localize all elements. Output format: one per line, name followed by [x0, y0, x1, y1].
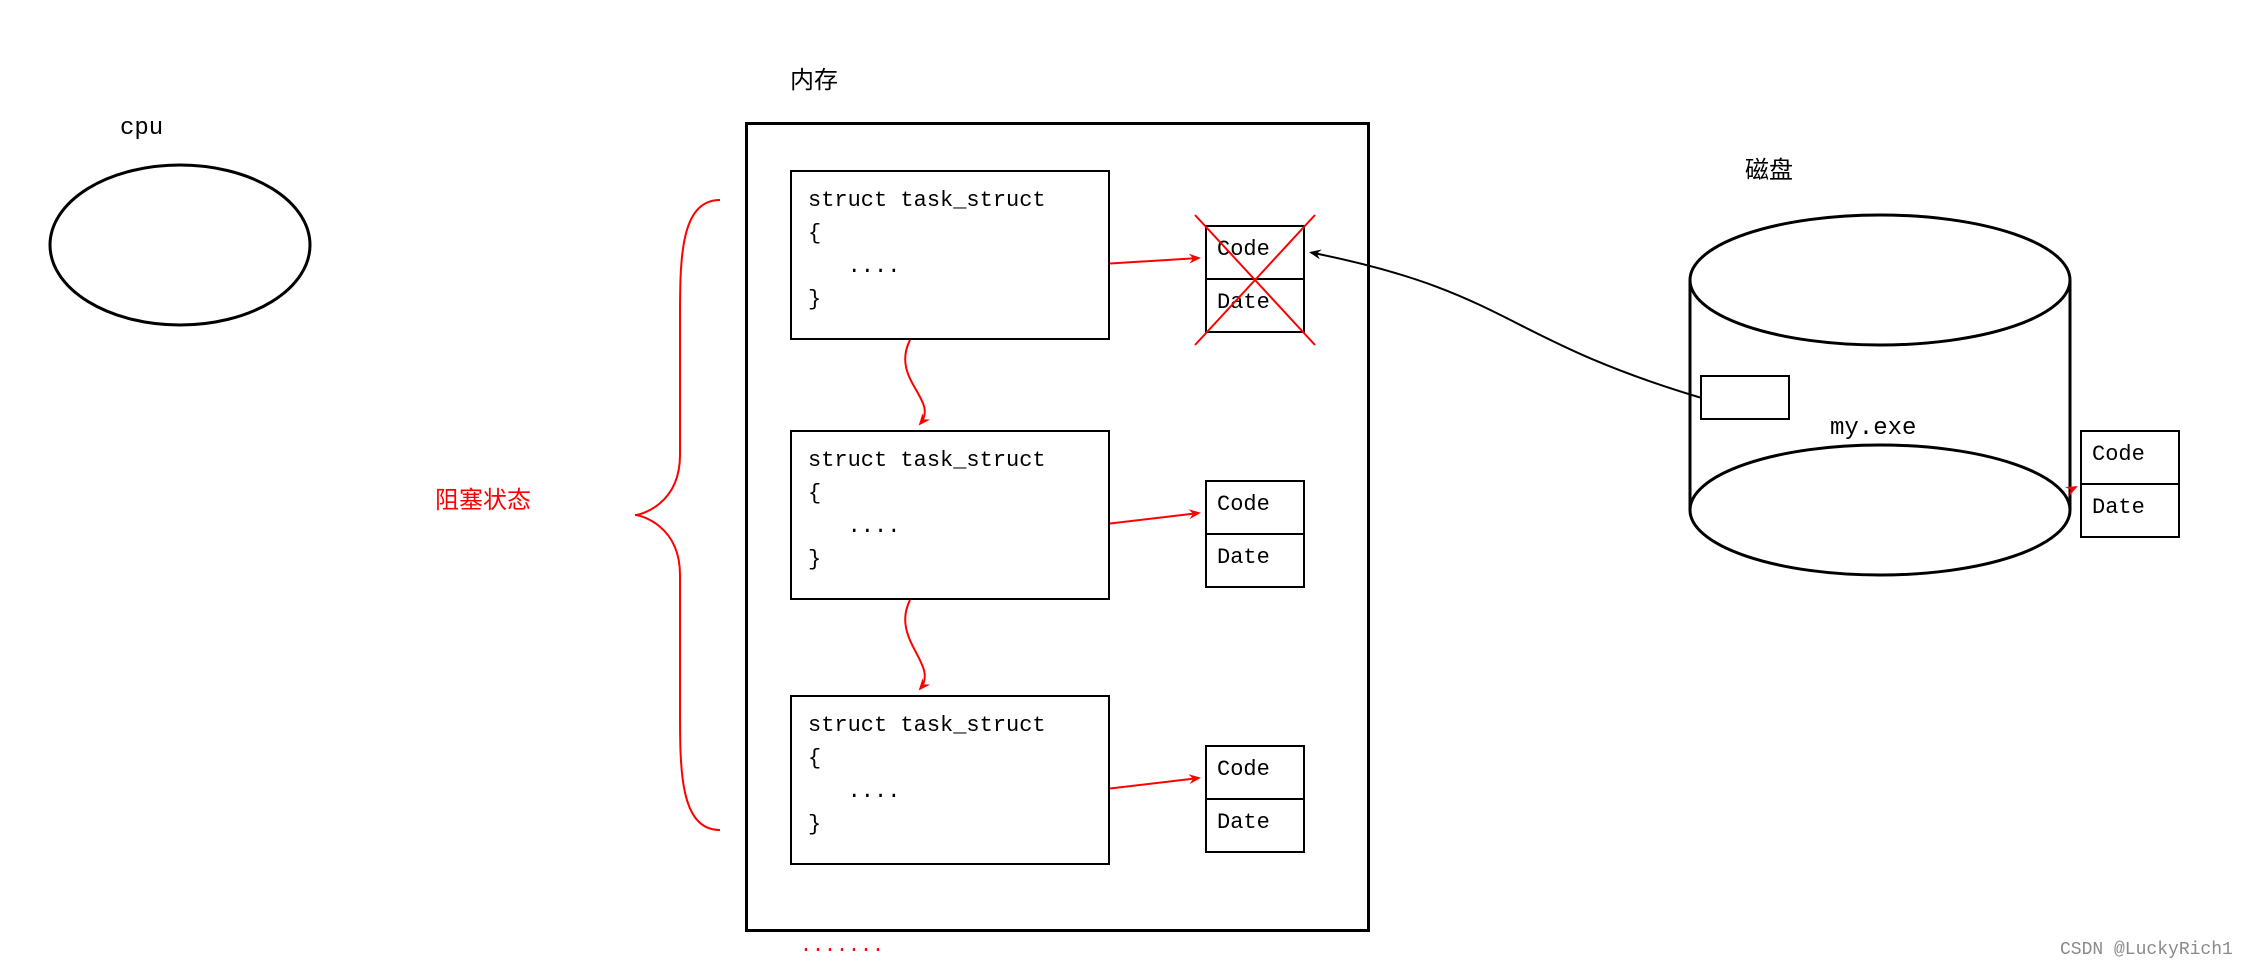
date-box-1: Date: [1205, 278, 1305, 333]
blocked-brace: [635, 200, 720, 830]
disk-top-ellipse: [1690, 215, 2070, 345]
struct-line: ....: [808, 775, 1092, 808]
watermark-label: CSDN @LuckyRich1: [2060, 940, 2233, 960]
cpu-ellipse: [50, 165, 310, 325]
disk-file-rect: [1700, 375, 1790, 420]
ellipsis-label: .......: [800, 935, 884, 958]
struct-box-1: struct task_struct{ ....}: [790, 170, 1110, 340]
memory-label: 内存: [790, 60, 838, 96]
struct-line: }: [808, 808, 1092, 841]
struct-line: {: [808, 217, 1092, 250]
disk-label: 磁盘: [1745, 150, 1793, 186]
struct-line: {: [808, 742, 1092, 775]
struct-line: {: [808, 477, 1092, 510]
arrow-disk-small: [2072, 487, 2076, 489]
code-box-2: Code: [1205, 480, 1305, 535]
disk-bottom-ellipse: [1690, 445, 2070, 575]
date-box-3: Date: [1205, 798, 1305, 853]
struct-line: struct task_struct: [808, 184, 1092, 217]
struct-line: ....: [808, 250, 1092, 283]
struct-box-2: struct task_struct{ ....}: [790, 430, 1110, 600]
struct-line: }: [808, 543, 1092, 576]
struct-line: struct task_struct: [808, 709, 1092, 742]
struct-line: struct task_struct: [808, 444, 1092, 477]
struct-line: ....: [808, 510, 1092, 543]
code-box-disk: Code: [2080, 430, 2180, 485]
blocked-state-label: 阻塞状态: [435, 480, 531, 516]
code-box-3: Code: [1205, 745, 1305, 800]
date-box-disk: Date: [2080, 483, 2180, 538]
code-box-1: Code: [1205, 225, 1305, 280]
struct-box-3: struct task_struct{ ....}: [790, 695, 1110, 865]
myexe-label: my.exe: [1830, 415, 1916, 442]
struct-line: }: [808, 283, 1092, 316]
date-box-2: Date: [1205, 533, 1305, 588]
cpu-label: cpu: [120, 115, 163, 142]
